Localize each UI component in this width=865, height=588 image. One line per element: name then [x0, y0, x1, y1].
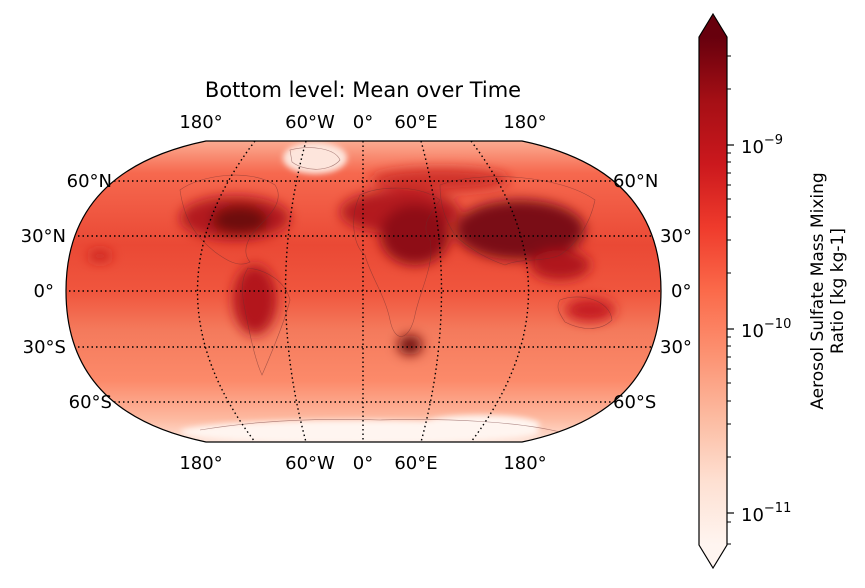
lon-label: 180°: [503, 112, 546, 133]
lat-label: 0°: [34, 281, 54, 302]
lon-label: 180°: [179, 112, 222, 133]
left-lat-labels: 60°N 30°N 0° 30°S 60°S: [21, 171, 112, 413]
lon-label: 60°W: [285, 453, 335, 474]
lat-label: 0°: [671, 281, 691, 302]
concentration-blobs: [88, 168, 615, 355]
right-lat-labels: 60°N 30° 0° 30° 60°S: [613, 171, 692, 413]
colorbar-label-line1: Aerosol Sulfate Mass Mixing: [808, 172, 828, 409]
lat-label: 60°N: [613, 171, 658, 192]
lon-label: 0°: [353, 112, 373, 133]
graticule: [66, 141, 661, 442]
map-title: Bottom level: Mean over Time: [205, 78, 521, 102]
top-lon-labels: 180° 60°W 0° 60°E 180°: [179, 112, 546, 133]
lat-label: 30°N: [21, 226, 66, 247]
map-field: [66, 141, 661, 442]
colorbar-gradient: [699, 37, 727, 545]
colorbar-label-line2: Ratio [kg kg-1]: [828, 228, 848, 354]
colorbar-tick-label: 10−11: [741, 501, 791, 526]
lat-label: 30°: [660, 337, 692, 358]
colorbar-bottom-extend: [699, 545, 727, 568]
colorbar-outline: [698, 12, 728, 570]
colorbar: 10−9 10−10 10−11 Aerosol Sulfate Mass Mi…: [698, 12, 848, 570]
lon-label: 180°: [179, 453, 222, 474]
colorbar-tick-label: 10−10: [741, 317, 791, 342]
ice-regions: [180, 142, 540, 442]
lon-label: 180°: [503, 453, 546, 474]
coastlines: [179, 147, 613, 433]
lon-label: 60°W: [285, 112, 335, 133]
colorbar-major-ticks: [727, 144, 734, 514]
lat-label: 60°N: [67, 171, 112, 192]
lat-label: 30°: [660, 226, 692, 247]
colorbar-tick-label: 10−9: [741, 133, 783, 158]
lon-label: 60°E: [394, 453, 437, 474]
lon-label: 60°E: [394, 112, 437, 133]
lon-label: 0°: [353, 453, 373, 474]
lat-label: 60°S: [69, 392, 112, 413]
lat-label: 30°S: [23, 337, 66, 358]
lat-label: 60°S: [613, 392, 656, 413]
bottom-lon-labels: 180° 60°W 0° 60°E 180°: [179, 453, 546, 474]
map-outline: [65, 140, 662, 443]
colorbar-minor-ticks: [727, 55, 731, 545]
colorbar-tick-labels: 10−9 10−10 10−11: [741, 133, 791, 526]
colorbar-top-extend: [699, 14, 727, 37]
colorbar-label: Aerosol Sulfate Mass Mixing Ratio [kg kg…: [808, 172, 848, 409]
